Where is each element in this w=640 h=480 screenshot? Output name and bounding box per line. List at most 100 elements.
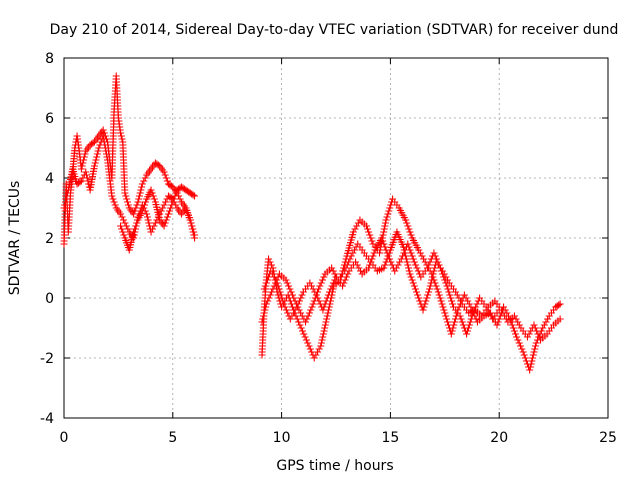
- data-point: [456, 312, 464, 320]
- data-point: [463, 330, 471, 338]
- data-point: [277, 291, 285, 299]
- data-point: [132, 222, 140, 230]
- data-point: [169, 198, 177, 206]
- data-point: [306, 345, 314, 353]
- data-point: [288, 312, 296, 320]
- x-tick-label: 15: [381, 430, 399, 446]
- data-point: [384, 252, 392, 260]
- data-point: [409, 255, 417, 263]
- data-point: [433, 255, 441, 263]
- data-point: [266, 258, 274, 266]
- data-point: [162, 198, 170, 206]
- data-point: [283, 279, 291, 287]
- data-point: [160, 222, 168, 230]
- data-point: [349, 249, 357, 257]
- data-point: [273, 279, 281, 287]
- data-point: [267, 261, 275, 269]
- data-point: [366, 231, 374, 239]
- data-point: [142, 198, 150, 206]
- data-point: [470, 306, 478, 314]
- y-tick-label: 2: [45, 231, 54, 247]
- data-point: [323, 294, 331, 302]
- data-point: [540, 321, 548, 329]
- data-point: [380, 228, 388, 236]
- data-point: [117, 132, 125, 140]
- data-point: [443, 315, 451, 323]
- data-point: [387, 258, 395, 266]
- data-point: [350, 246, 358, 254]
- data-point: [405, 243, 413, 251]
- data-point: [147, 228, 155, 236]
- data-point: [542, 318, 550, 326]
- data-point: [535, 333, 543, 341]
- data-point: [191, 234, 199, 242]
- y-tick-label: 6: [45, 111, 54, 127]
- data-point: [320, 273, 328, 281]
- data-point: [510, 312, 518, 320]
- data-point: [410, 282, 418, 290]
- data-point: [310, 354, 318, 362]
- data-point: [526, 363, 534, 371]
- data-point: [404, 240, 412, 248]
- data-point: [148, 225, 156, 233]
- data-point: [440, 306, 448, 314]
- data-point: [467, 315, 475, 323]
- data-point: [278, 294, 286, 302]
- data-point: [450, 321, 458, 329]
- data-point: [464, 297, 472, 305]
- data-point: [172, 189, 180, 197]
- data-point: [347, 252, 355, 260]
- data-point: [352, 258, 360, 266]
- data-point: [268, 288, 276, 296]
- data-point: [315, 297, 323, 305]
- data-point: [514, 318, 522, 326]
- data-point: [439, 303, 447, 311]
- data-point: [464, 324, 472, 332]
- data-point: [494, 318, 502, 326]
- data-point: [138, 183, 146, 191]
- data-point: [369, 252, 377, 260]
- data-point: [367, 258, 375, 266]
- y-tick-label: 8: [45, 51, 54, 67]
- data-point: [340, 279, 348, 287]
- data-point: [265, 294, 273, 302]
- data-point: [163, 177, 171, 185]
- data-point: [427, 279, 435, 287]
- y-tick-labels: -4 -2 0 2 4 6 8: [40, 51, 54, 427]
- data-point: [405, 264, 413, 272]
- data-point: [444, 318, 452, 326]
- data-point: [328, 264, 336, 272]
- data-point: [311, 288, 319, 296]
- data-point: [391, 267, 399, 275]
- y-tick-label: -2: [40, 351, 54, 367]
- y-tick-label: -4: [40, 411, 54, 427]
- data-point: [143, 213, 151, 221]
- data-point: [309, 300, 317, 308]
- data-point: [95, 144, 103, 152]
- y-tick-label: 4: [45, 171, 54, 187]
- data-point: [63, 192, 71, 200]
- data-point: [78, 162, 86, 170]
- data-point: [121, 219, 129, 227]
- data-point: [406, 228, 414, 236]
- data-point: [447, 330, 455, 338]
- data-point: [508, 321, 516, 329]
- data-point: [367, 234, 375, 242]
- data-point: [328, 282, 336, 290]
- data-point: [82, 168, 90, 176]
- data-point: [123, 195, 131, 203]
- data-point: [434, 258, 442, 266]
- data-point: [261, 306, 269, 314]
- y-tick-label: 0: [45, 291, 54, 307]
- data-point: [381, 243, 389, 251]
- data-point: [301, 333, 309, 341]
- data-point: [527, 327, 535, 335]
- data-point: [493, 321, 501, 329]
- data-point: [314, 348, 322, 356]
- data-point: [523, 333, 531, 341]
- data-point: [190, 231, 198, 239]
- data-point: [306, 279, 314, 287]
- data-point: [262, 279, 270, 287]
- data-point: [514, 336, 522, 344]
- data-point: [280, 300, 288, 308]
